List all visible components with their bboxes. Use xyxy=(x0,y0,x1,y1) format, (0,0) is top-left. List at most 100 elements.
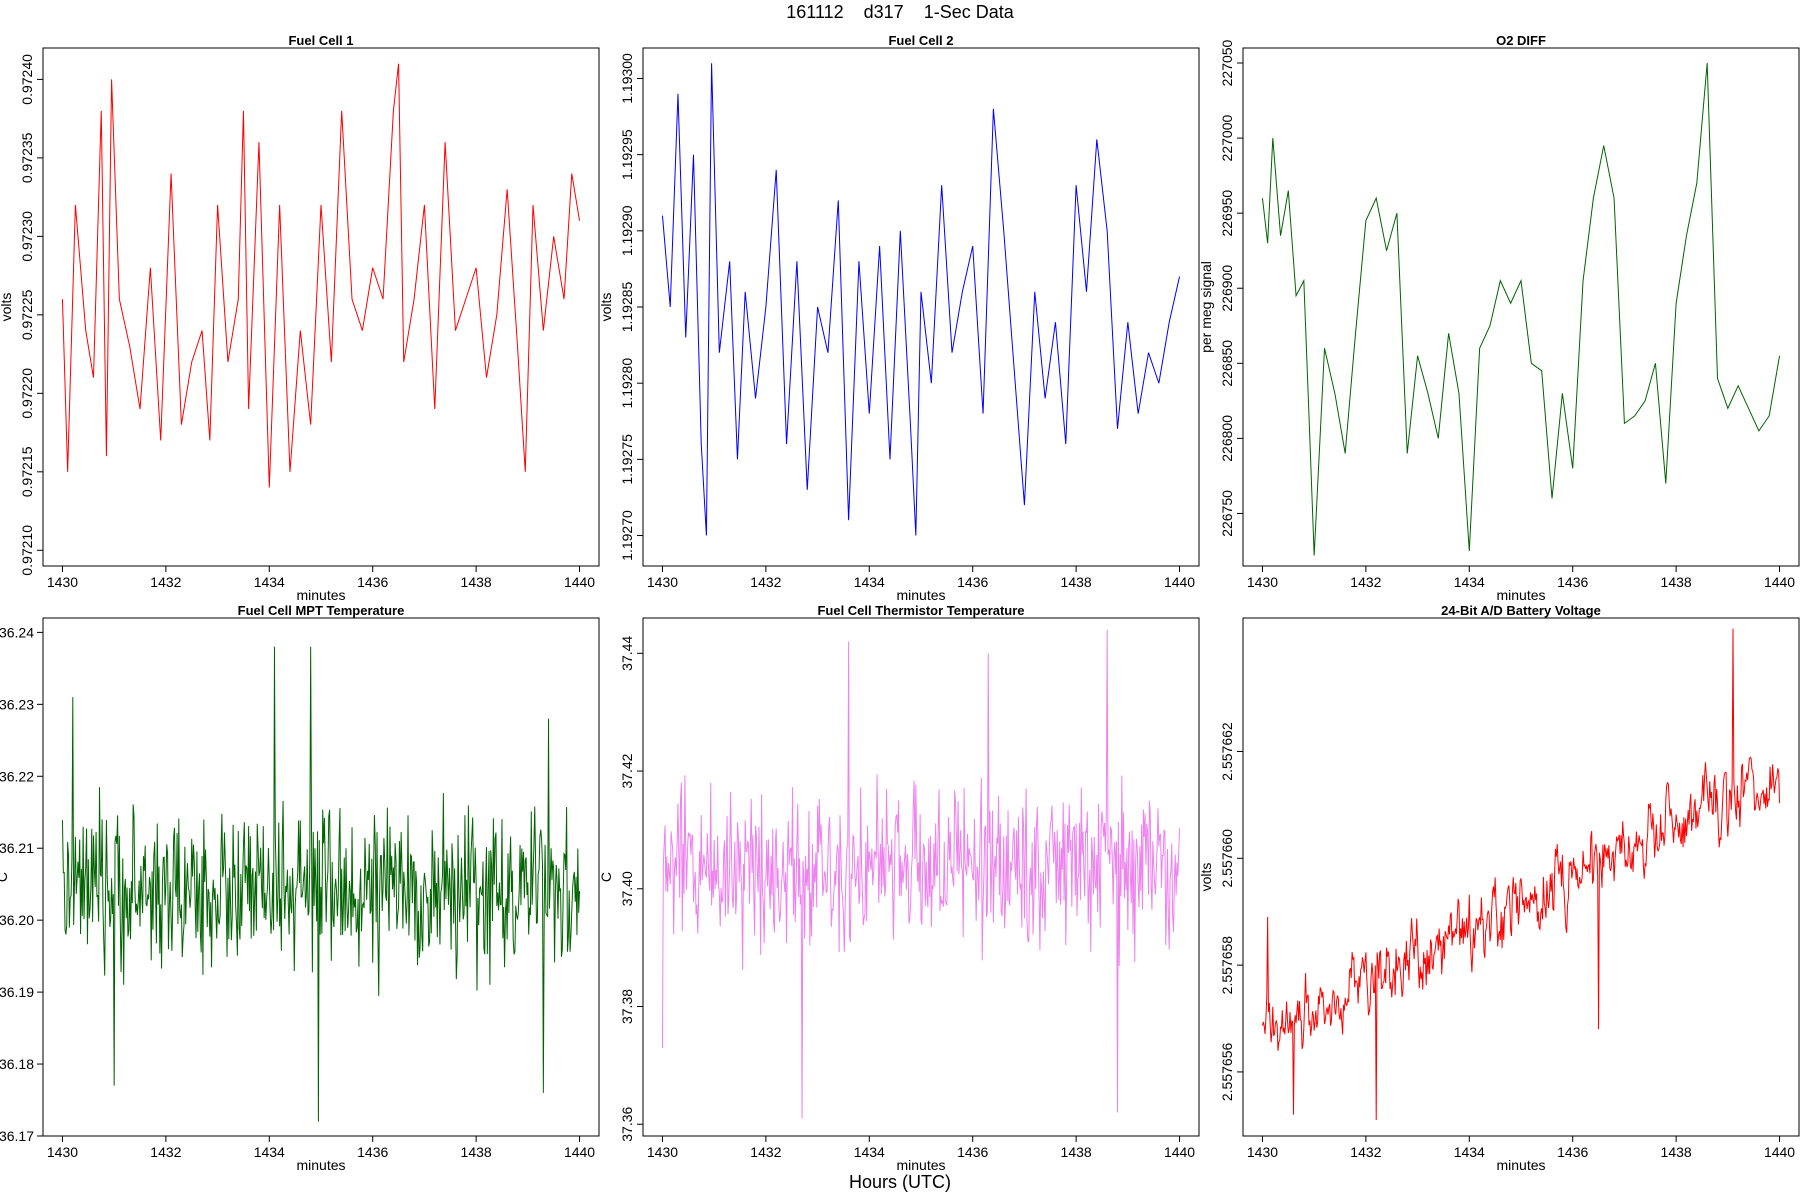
figure-xlabel: Hours (UTC) xyxy=(849,1172,951,1192)
x-tick-label: 1432 xyxy=(750,574,781,590)
x-axis-label: minutes xyxy=(896,587,945,603)
x-tick-label: 1436 xyxy=(1557,1144,1588,1160)
x-tick-label: 1436 xyxy=(1557,574,1588,590)
y-tick-label: 226900 xyxy=(1219,265,1235,312)
series-line xyxy=(61,63,581,488)
x-tick-label: 1438 xyxy=(1061,1144,1092,1160)
x-axis-label: minutes xyxy=(1496,1157,1545,1173)
y-tick-label: 0.97230 xyxy=(19,211,35,262)
x-tick-label: 1434 xyxy=(854,574,885,590)
x-tick-label: 1434 xyxy=(254,1144,285,1160)
x-tick-label: 1434 xyxy=(1454,574,1485,590)
y-tick-label: 36.17 xyxy=(0,1128,34,1144)
y-tick-label: 37.36 xyxy=(619,1107,635,1142)
y-axis-label: volts xyxy=(0,293,14,322)
x-tick-label: 1434 xyxy=(1454,1144,1485,1160)
y-tick-label: 0.97240 xyxy=(19,54,35,105)
y-tick-label: 36.23 xyxy=(0,696,34,712)
y-tick-label: 2.557658 xyxy=(1219,936,1235,995)
y-tick-label: 227000 xyxy=(1219,115,1235,162)
y-tick-label: 37.40 xyxy=(619,871,635,906)
y-tick-label: 36.22 xyxy=(0,768,34,784)
x-tick-label: 1432 xyxy=(1350,1144,1381,1160)
y-tick-label: 1.19290 xyxy=(619,205,635,256)
y-tick-label: 0.97210 xyxy=(19,525,35,576)
x-tick-label: 1432 xyxy=(1350,574,1381,590)
series-line xyxy=(1261,62,1781,556)
series-line xyxy=(661,63,1181,536)
y-axis-label: C xyxy=(0,872,10,882)
y-tick-label: 0.97225 xyxy=(19,289,35,340)
chart-o2-diff: O2 DIFF 1430 1432 1434 1436 1438 1440 226750 226… xyxy=(1198,33,1800,603)
x-tick-label: 1440 xyxy=(564,1144,595,1160)
panel-title: Fuel Cell 1 xyxy=(288,33,353,48)
y-tick-label: 1.19285 xyxy=(619,281,635,332)
x-tick-label: 1432 xyxy=(150,574,181,590)
plot-frame xyxy=(42,47,600,567)
x-tick-label: 1438 xyxy=(461,574,492,590)
x-tick-label: 1436 xyxy=(357,1144,388,1160)
panel-title: Fuel Cell Thermistor Temperature xyxy=(817,603,1024,618)
x-tick-label: 1440 xyxy=(1764,574,1795,590)
x-tick-label: 1438 xyxy=(1061,574,1092,590)
x-tick-label: 1434 xyxy=(854,1144,885,1160)
x-tick-label: 1430 xyxy=(647,574,678,590)
y-tick-label: 36.19 xyxy=(0,984,34,1000)
y-tick-label: 2.557660 xyxy=(1219,829,1235,888)
x-tick-label: 1436 xyxy=(957,1144,988,1160)
x-tick-label: 1430 xyxy=(647,1144,678,1160)
x-axis-label: minutes xyxy=(896,1157,945,1173)
y-tick-label: 0.97220 xyxy=(19,368,35,419)
x-tick-label: 1438 xyxy=(1661,574,1692,590)
x-tick-label: 1432 xyxy=(750,1144,781,1160)
x-tick-label: 1440 xyxy=(1164,1144,1195,1160)
x-tick-label: 1438 xyxy=(1661,1144,1692,1160)
y-tick-label: 36.18 xyxy=(0,1056,34,1072)
panel-title: Fuel Cell MPT Temperature xyxy=(238,603,405,618)
y-tick-label: 2.557656 xyxy=(1219,1043,1235,1102)
y-tick-label: 226850 xyxy=(1219,340,1235,387)
x-tick-label: 1430 xyxy=(47,574,78,590)
y-tick-label: 1.19275 xyxy=(619,434,635,485)
y-tick-label: 0.97235 xyxy=(19,132,35,183)
x-axis-label: minutes xyxy=(296,587,345,603)
y-tick-label: 1.19280 xyxy=(619,358,635,409)
x-tick-label: 1434 xyxy=(254,574,285,590)
y-tick-label: 0.97215 xyxy=(19,446,35,497)
x-axis-label: minutes xyxy=(1496,587,1545,603)
y-axis-label: volts xyxy=(598,293,614,322)
x-tick-label: 1440 xyxy=(1764,1144,1795,1160)
y-tick-label: 37.44 xyxy=(619,636,635,671)
y-axis-label: C xyxy=(598,872,614,882)
y-tick-label: 226950 xyxy=(1219,190,1235,237)
figure-title: 161112 d317 1-Sec Data xyxy=(786,2,1014,22)
plot-frame xyxy=(42,617,600,1137)
y-tick-label: 36.21 xyxy=(0,840,34,856)
x-tick-label: 1436 xyxy=(357,574,388,590)
plot-frame xyxy=(1242,47,1800,567)
x-tick-label: 1432 xyxy=(150,1144,181,1160)
y-tick-label: 226800 xyxy=(1219,415,1235,462)
series-line xyxy=(1261,628,1781,1120)
chart-mpt-temperature: Fuel Cell MPT Temperature 1430 1432 1434 143… xyxy=(0,603,600,1173)
x-tick-label: 1436 xyxy=(957,574,988,590)
panel-title: 24-Bit A/D Battery Voltage xyxy=(1441,603,1601,618)
x-tick-label: 1430 xyxy=(1247,574,1278,590)
x-tick-label: 1440 xyxy=(564,574,595,590)
y-tick-label: 37.38 xyxy=(619,989,635,1024)
chart-fuel-cell-2: Fuel Cell 2 1430 1432 1434 1436 1438 1440 1.192… xyxy=(598,33,1200,603)
y-axis-label: volts xyxy=(1198,863,1214,892)
chart-thermistor-temperature: Fuel Cell Thermistor Temperature 1430 1432… xyxy=(598,603,1200,1173)
plot-frame xyxy=(1242,617,1800,1137)
x-axis-label: minutes xyxy=(296,1157,345,1173)
x-tick-label: 1440 xyxy=(1164,574,1195,590)
x-tick-label: 1438 xyxy=(461,1144,492,1160)
y-tick-label: 226750 xyxy=(1219,490,1235,537)
chart-battery-voltage: 24-Bit A/D Battery Voltage 1430 1432 1434 14… xyxy=(1198,603,1800,1173)
chart-fuel-cell-1: Fuel Cell 1 1430 1432 1434 1436 1438 1440 0.972… xyxy=(0,33,600,603)
x-tick-label: 1430 xyxy=(1247,1144,1278,1160)
panel-title: Fuel Cell 2 xyxy=(888,33,953,48)
y-tick-label: 36.24 xyxy=(0,624,34,640)
panel-title: O2 DIFF xyxy=(1496,33,1546,48)
series-line xyxy=(61,646,581,1122)
